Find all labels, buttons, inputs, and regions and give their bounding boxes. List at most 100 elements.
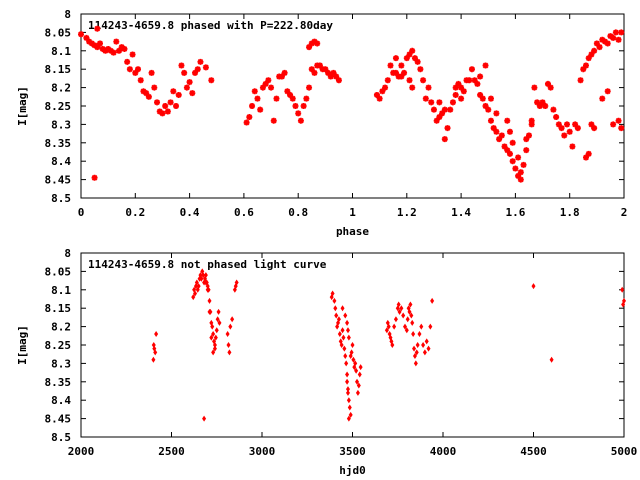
phased-data-point — [580, 66, 587, 73]
phased-data-point — [403, 55, 410, 62]
phased-data-point — [91, 42, 98, 49]
phased-data-point — [97, 40, 104, 47]
phased-data-point — [295, 110, 302, 117]
unphased-data-point — [339, 342, 344, 348]
phased-data-point — [284, 88, 291, 95]
phased-data-point — [477, 73, 484, 80]
unphased-data-point — [412, 345, 417, 352]
unphased-data-point — [422, 349, 427, 356]
phased-data-point — [270, 117, 277, 124]
phased-data-point — [384, 77, 391, 84]
phased-y-tick-label: 8.15 — [45, 63, 72, 76]
phased-data-point — [208, 77, 215, 84]
phased-data-point — [411, 55, 418, 62]
phased-y-tick-label: 8.1 — [51, 45, 71, 58]
unphased-data-point — [193, 290, 198, 297]
phased-data-point — [113, 38, 120, 45]
phased-data-point — [506, 128, 513, 135]
phased-data-point — [333, 73, 340, 80]
phased-data-point — [604, 88, 611, 95]
phased-data-point — [88, 40, 95, 47]
phased-x-tick-label: 1.2 — [397, 206, 417, 219]
unphased-data-point — [228, 323, 233, 330]
phased-data-point — [192, 69, 199, 76]
phased-y-tick-label: 8.3 — [51, 118, 71, 131]
unphased-data-point — [154, 330, 159, 337]
phased-y-tick-label: 8.2 — [51, 82, 71, 95]
phased-data-point — [506, 150, 513, 157]
phased-data-point — [409, 84, 416, 91]
phased-data-point — [140, 88, 147, 95]
phased-data-point — [262, 80, 269, 87]
phased-data-point — [612, 29, 619, 36]
phased-data-point — [447, 106, 454, 113]
unphased-data-point — [345, 389, 350, 396]
unphased-data-point — [202, 415, 207, 422]
phased-data-point — [558, 125, 565, 132]
unphased-y-tick-label: 8.1 — [51, 284, 71, 297]
phased-data-point — [376, 95, 383, 102]
unphased-data-point — [341, 334, 346, 341]
unphased-data-point — [424, 338, 429, 345]
phased-data-point — [493, 110, 500, 117]
unphased-data-point — [404, 327, 409, 334]
unphased-data-point — [401, 312, 406, 319]
phased-axis-ticks: 0 0.2 0.4 0.6 0.8 1 1.2 1.4 1.6 1.8 2 8 8.05 8.1 8.15 8… — [45, 8, 628, 219]
phased-data-point — [137, 77, 144, 84]
unphased-data-point — [345, 371, 350, 378]
phased-data-point — [471, 77, 478, 84]
phased-data-point — [601, 38, 608, 45]
phased-x-tick-label: 0 — [78, 206, 85, 219]
phased-data-point — [78, 31, 84, 38]
phased-data-point — [515, 154, 522, 161]
phased-data-point — [428, 99, 435, 106]
phased-data-point — [422, 95, 429, 102]
phased-data-point — [335, 77, 342, 84]
unphased-data-point — [399, 305, 404, 312]
phased-data-point — [379, 88, 386, 95]
phased-y-tick-label: 8.05 — [45, 26, 72, 39]
phased-data-point — [243, 119, 250, 126]
unphased-data-point — [212, 345, 217, 352]
unphased-data-point — [412, 353, 417, 360]
unphased-axis-ticks: 2000 2500 3000 3500 4000 4500 5000 8 8.05 8.1 8.15… — [45, 247, 638, 458]
unphased-data-point — [333, 305, 338, 312]
unphased-data-point — [430, 297, 435, 304]
unphased-data-point — [345, 386, 350, 393]
phased-data-point — [591, 47, 598, 54]
phased-x-tick-label: 1.8 — [560, 206, 580, 219]
unphased-data-point — [207, 297, 212, 304]
phased-data-point — [91, 174, 98, 181]
phased-data-point — [501, 143, 508, 150]
phased-data-point — [129, 51, 136, 58]
unphased-data-point — [355, 378, 360, 385]
phased-data-point — [189, 90, 196, 97]
unphased-data-point — [330, 290, 335, 297]
unphased-data-point — [227, 349, 232, 356]
phased-x-tick-label: 0.8 — [288, 206, 308, 219]
phased-y-tick-label: 8.5 — [51, 192, 71, 205]
phased-data-point — [181, 69, 188, 76]
phased-data-point — [311, 38, 318, 45]
unphased-data-point — [340, 305, 345, 312]
unphased-data-point — [210, 323, 215, 330]
phased-data-point — [482, 62, 489, 69]
phased-data-point — [164, 108, 171, 115]
phased-data-point — [148, 69, 155, 76]
unphased-data-point — [216, 308, 221, 315]
unphased-data-point — [336, 316, 341, 323]
phased-data-point — [325, 69, 332, 76]
phased-data-point — [496, 136, 503, 143]
phased-data-point — [433, 117, 440, 124]
phased-data-point — [303, 95, 310, 102]
phased-x-tick-label: 0.6 — [234, 206, 254, 219]
unphased-data-point — [212, 342, 217, 348]
phased-data-point — [186, 79, 193, 86]
phased-data-point — [265, 77, 272, 84]
phased-data-point — [251, 88, 258, 95]
phased-y-tick-label: 8.35 — [45, 137, 72, 150]
unphased-data-point — [230, 316, 235, 323]
phased-data-point — [278, 73, 285, 80]
unphased-data-point — [334, 312, 339, 319]
phased-data-point — [615, 36, 622, 43]
